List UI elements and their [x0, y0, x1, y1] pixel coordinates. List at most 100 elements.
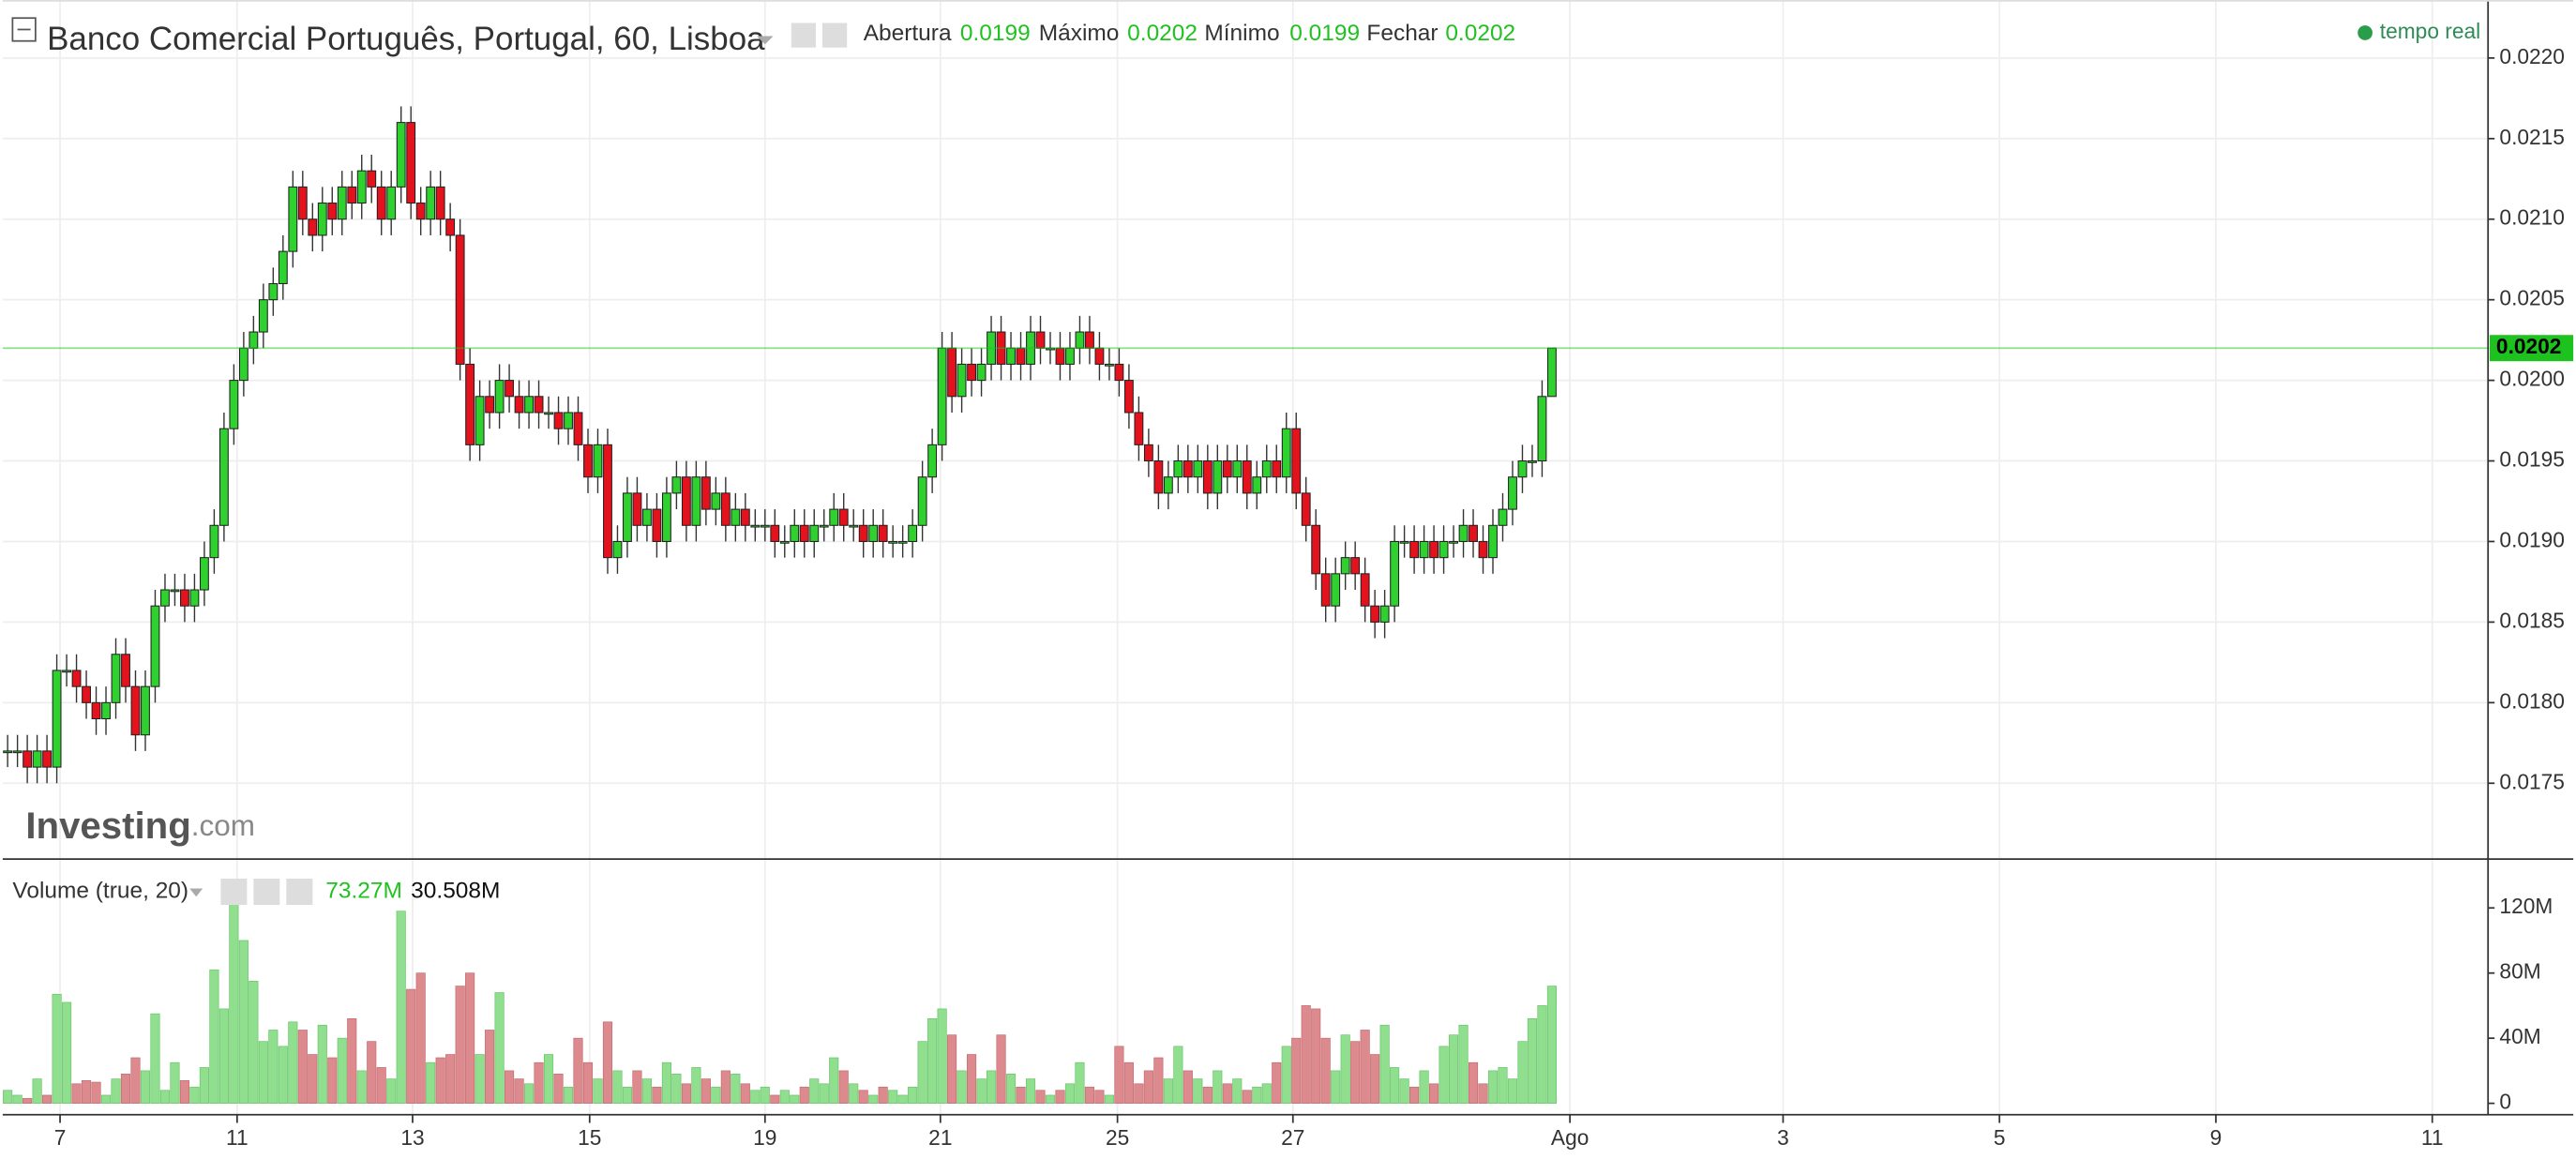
x-tick-label: 15 — [578, 1125, 601, 1150]
volume-bar — [61, 1001, 72, 1104]
volume-bar — [593, 1078, 603, 1104]
volume-bar — [91, 1081, 101, 1104]
y-tick-label: 0.0205 — [2499, 286, 2565, 310]
volume-bar — [652, 1086, 662, 1104]
candle-body — [652, 508, 662, 542]
volume-bar — [632, 1070, 642, 1104]
volume-bar — [445, 1054, 456, 1104]
volume-bar — [1419, 1070, 1429, 1104]
volume-bar — [1546, 986, 1558, 1104]
y-tick-label: 40M — [2499, 1024, 2540, 1048]
candle-body — [494, 380, 505, 414]
volume-bar — [288, 1021, 298, 1104]
volume-bar — [1232, 1078, 1243, 1104]
candle-body — [1281, 428, 1291, 478]
candle-body — [917, 476, 927, 526]
volume-bar — [1360, 1030, 1370, 1104]
candle-body — [612, 540, 623, 559]
volume-bar — [3, 1090, 13, 1104]
volume-bar — [189, 1086, 200, 1104]
volume-bar — [475, 1054, 485, 1104]
volume-bar — [858, 1090, 868, 1104]
icon[interactable] — [286, 879, 313, 906]
candle-body — [62, 670, 71, 673]
candle-body — [700, 476, 711, 510]
candle-body — [1350, 557, 1361, 575]
candle-body — [1252, 476, 1262, 494]
volume-bar — [367, 1041, 377, 1104]
candle-body — [367, 170, 377, 188]
candle-body — [435, 186, 445, 220]
candle-body — [52, 670, 62, 768]
volume-bar — [888, 1090, 898, 1104]
candle-body — [1065, 347, 1075, 365]
collapse-button[interactable] — [11, 17, 37, 42]
y-tick-label: 0.0200 — [2499, 367, 2565, 391]
volume-bar — [927, 1017, 938, 1104]
volume-bar — [1370, 1054, 1380, 1104]
candle-body — [1409, 540, 1420, 559]
plot — [2, 106, 2489, 1104]
volume-bar — [947, 1034, 957, 1104]
candle-body — [209, 524, 219, 559]
volume-bar — [1075, 1061, 1085, 1104]
icon[interactable] — [220, 879, 248, 906]
candle-body — [1232, 460, 1243, 478]
volume-bar — [229, 888, 239, 1104]
volume-bar — [1487, 1070, 1499, 1104]
candle-body — [593, 444, 603, 478]
volume-bar — [435, 1057, 445, 1104]
volume-bar — [957, 1070, 967, 1104]
candle-body — [1301, 492, 1311, 526]
candle-body — [238, 347, 249, 382]
volume-bar — [1320, 1037, 1331, 1104]
candle-body — [42, 750, 53, 768]
status: tempo real — [2380, 19, 2480, 43]
candle-body — [1331, 573, 1341, 607]
dropdown[interactable] — [757, 36, 774, 45]
ohlc-label: Fechar — [1366, 21, 1438, 46]
volume-bar — [1261, 1083, 1272, 1104]
candle-body — [376, 186, 386, 220]
candle-body — [1134, 412, 1144, 445]
candle-body — [1104, 363, 1114, 367]
volume-bar — [976, 1078, 987, 1104]
candle-body — [1143, 444, 1153, 462]
candle-body — [1173, 460, 1183, 478]
icon[interactable] — [791, 23, 817, 48]
x-tick-label: 9 — [2210, 1125, 2222, 1150]
candle-body — [258, 299, 268, 333]
candle-body — [150, 605, 160, 687]
volume-bar — [1025, 1078, 1036, 1104]
volume-bar — [1390, 1067, 1400, 1104]
volume-bar — [150, 1013, 160, 1104]
y-tick-label: 0.0190 — [2499, 527, 2565, 551]
candle-body — [485, 396, 495, 414]
candle-body — [1193, 460, 1203, 478]
volume-bar — [1311, 1008, 1321, 1104]
y-tick-label: 0.0215 — [2499, 125, 2565, 149]
volume-label: Volume (true, 20) — [12, 879, 188, 904]
volume-bar — [1537, 1005, 1547, 1104]
x-tick-label: Ago — [1551, 1125, 1589, 1150]
candle-body — [603, 444, 612, 559]
candle-body — [396, 122, 406, 188]
candle-body — [455, 234, 465, 365]
volume-bar — [711, 1086, 721, 1104]
volume-bar — [308, 1054, 318, 1104]
volume-bar — [199, 1067, 209, 1104]
volume-bar — [534, 1061, 544, 1104]
volume-bar — [878, 1086, 888, 1104]
candle-body — [1123, 380, 1134, 414]
candle-body — [661, 492, 671, 542]
icon[interactable] — [822, 23, 848, 48]
dropdown[interactable] — [189, 888, 203, 897]
candle-body — [544, 412, 553, 415]
candle-body — [799, 524, 809, 542]
candle-body — [218, 428, 229, 526]
volume-bar — [52, 993, 62, 1104]
candle-body — [1528, 460, 1537, 463]
icon[interactable] — [253, 879, 280, 906]
volume-bar — [691, 1067, 701, 1104]
candle-body — [868, 524, 879, 542]
